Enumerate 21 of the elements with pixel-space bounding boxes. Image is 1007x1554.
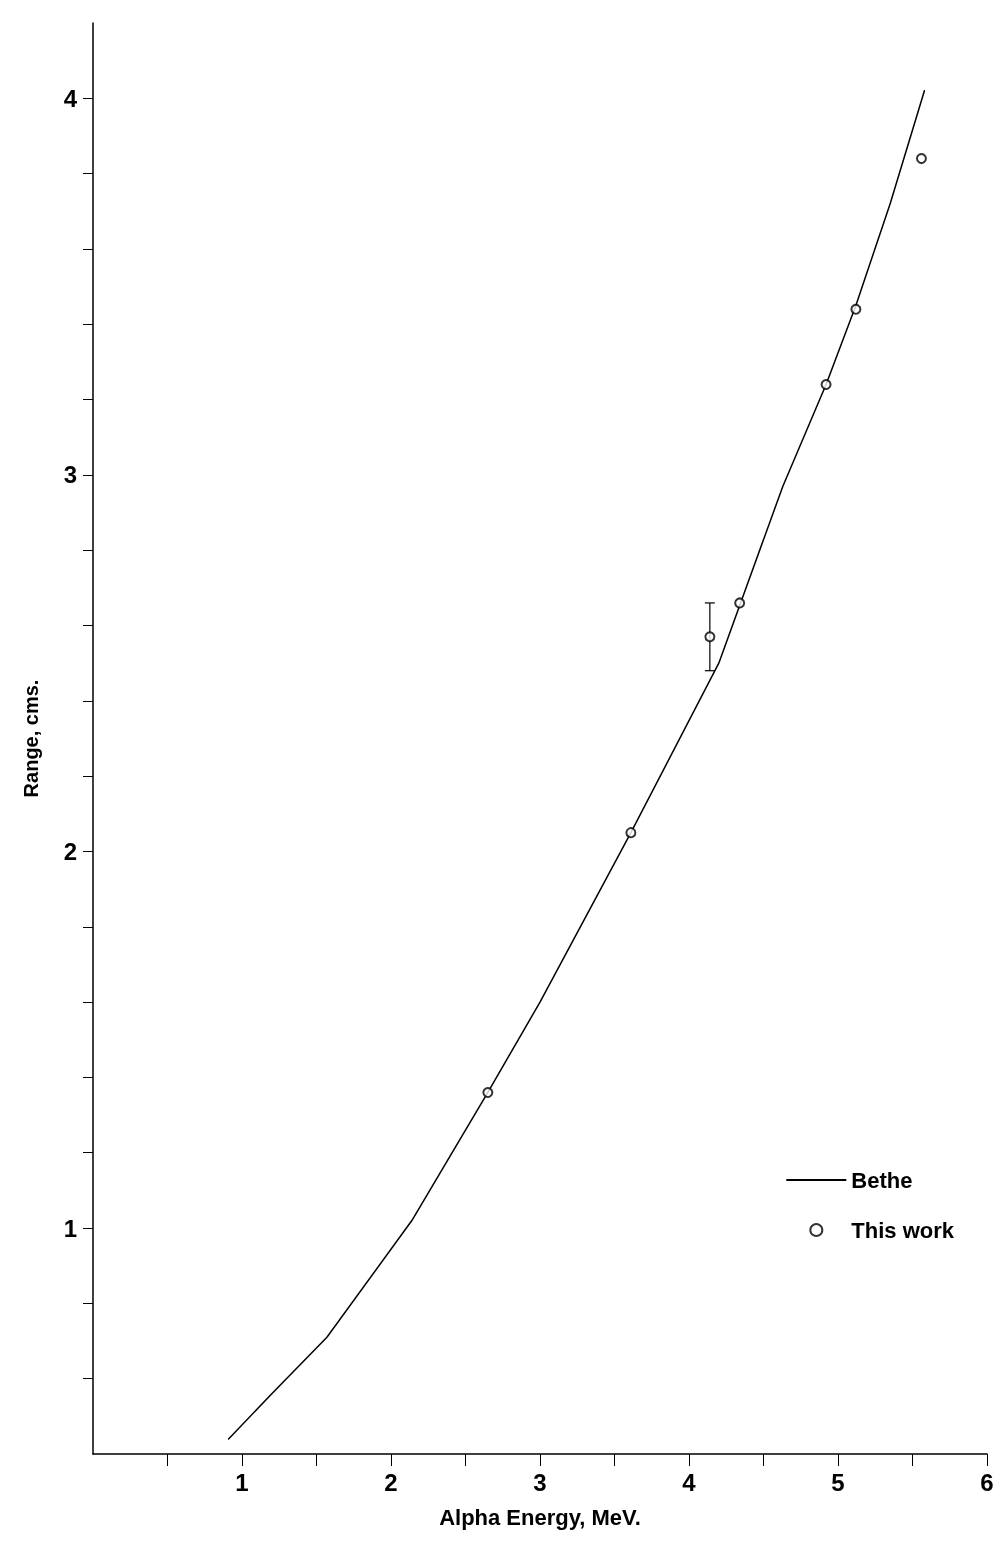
x-tick-label: 2: [384, 1468, 398, 1496]
y-tick-label: 2: [63, 837, 77, 865]
x-tick-label: 4: [682, 1468, 697, 1496]
y-tick-label: 1: [63, 1214, 77, 1242]
y-tick-label: 4: [63, 84, 78, 112]
point: [850, 303, 862, 315]
point: [482, 1086, 494, 1098]
x-tick-label: 1: [235, 1468, 249, 1496]
x-tick-label: 3: [533, 1468, 547, 1496]
legend-label: Bethe: [851, 1167, 913, 1193]
x-axis-title: Alpha Energy, MeV.: [439, 1504, 641, 1530]
point: [734, 597, 746, 609]
x-tick-label: 6: [980, 1468, 994, 1496]
y-axis-title: Range, cms.: [20, 679, 42, 798]
y-tick-label: 3: [63, 461, 77, 489]
point: [915, 153, 927, 165]
point: [820, 379, 832, 391]
point: [625, 827, 637, 839]
point: [704, 631, 716, 643]
x-tick-label: 5: [831, 1468, 845, 1496]
legend-label: This work: [851, 1217, 955, 1243]
